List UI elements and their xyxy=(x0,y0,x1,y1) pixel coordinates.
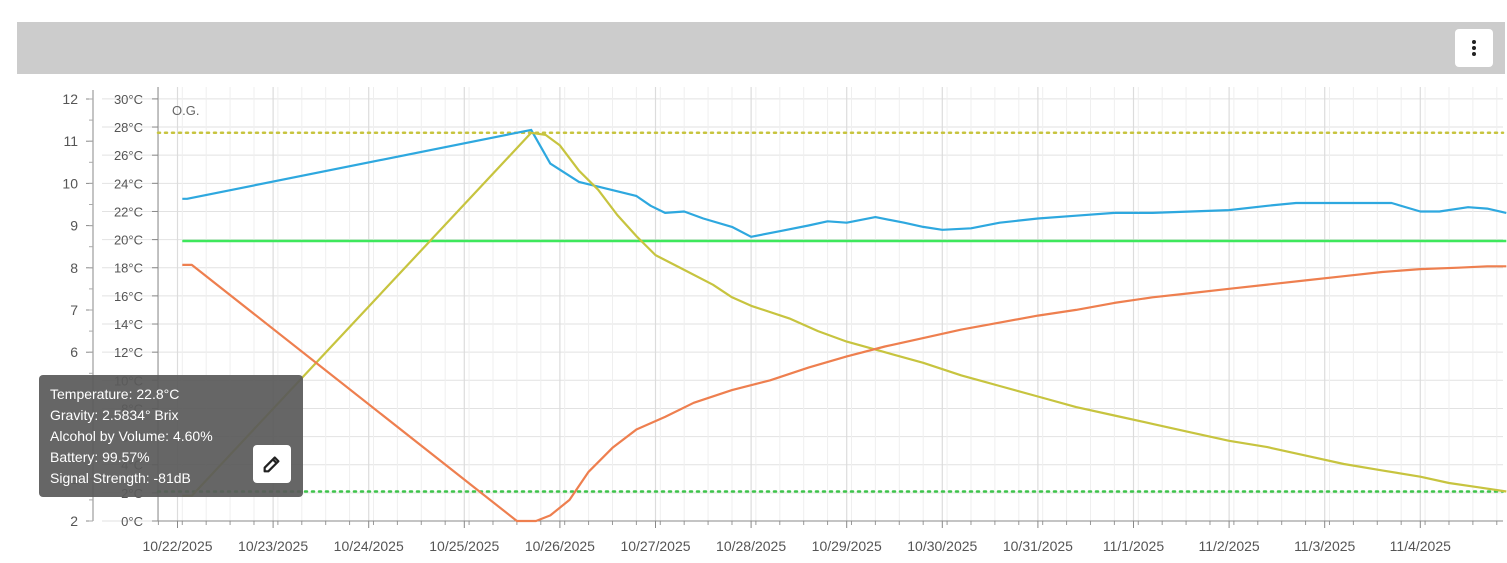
x-tick-label: 10/29/2025 xyxy=(812,538,882,554)
chart-menu-button[interactable] xyxy=(1455,29,1493,67)
tooltip-battery: Battery: 99.57% xyxy=(50,449,150,465)
series-line xyxy=(182,263,1507,523)
x-tick-label: 10/22/2025 xyxy=(142,538,212,554)
annotation-label: O.G. xyxy=(172,103,199,118)
gravity-tick-label: 2 xyxy=(70,513,78,529)
temperature-tick-label: 20°C xyxy=(114,233,143,248)
gravity-tick-label: 8 xyxy=(70,260,78,276)
temperature-tick-label: 30°C xyxy=(114,92,143,107)
gravity-tick-label: 10 xyxy=(62,175,78,191)
edit-pencil-icon xyxy=(263,456,280,473)
tooltip-gravity: Gravity: 2.5834° Brix xyxy=(50,407,179,423)
series-line xyxy=(182,131,1507,497)
x-tick-label: 11/3/2025 xyxy=(1294,538,1355,554)
temperature-tick-label: 26°C xyxy=(114,148,143,163)
edit-reading-button[interactable] xyxy=(253,445,291,483)
x-tick-label: 10/27/2025 xyxy=(620,538,690,554)
gravity-tick-label: 6 xyxy=(70,344,78,360)
x-tick-label: 11/2/2025 xyxy=(1198,538,1259,554)
temperature-tick-label: 12°C xyxy=(114,345,143,360)
temperature-tick-label: 14°C xyxy=(114,317,143,332)
temperature-tick-label: 18°C xyxy=(114,261,143,276)
gravity-tick-label: 11 xyxy=(63,133,78,149)
vertical-ellipsis-icon xyxy=(1472,40,1476,56)
tooltip-abv: Alcohol by Volume: 4.60% xyxy=(50,428,213,444)
temperature-tick-label: 28°C xyxy=(114,120,143,135)
x-tick-label: 10/26/2025 xyxy=(525,538,595,554)
temperature-tick-label: 24°C xyxy=(114,176,143,191)
temperature-tick-label: 0°C xyxy=(121,514,143,529)
tooltip-temperature: Temperature: 22.8°C xyxy=(50,386,180,402)
series-line xyxy=(182,128,1507,238)
temperature-tick-label: 16°C xyxy=(114,289,143,304)
x-tick-label: 10/31/2025 xyxy=(1003,538,1073,554)
gravity-tick-label: 12 xyxy=(62,91,78,107)
x-tick-label: 10/30/2025 xyxy=(907,538,977,554)
tooltip-signal-strength: Signal Strength: -81dB xyxy=(50,470,191,486)
gravity-tick-label: 9 xyxy=(70,218,78,234)
x-tick-label: 10/28/2025 xyxy=(716,538,786,554)
x-tick-label: 11/4/2025 xyxy=(1390,538,1451,554)
x-tick-label: 10/24/2025 xyxy=(334,538,404,554)
x-tick-label: 10/25/2025 xyxy=(429,538,499,554)
x-tick-label: 11/1/2025 xyxy=(1103,538,1164,554)
temperature-tick-label: 22°C xyxy=(114,204,143,219)
x-tick-label: 10/23/2025 xyxy=(238,538,308,554)
data-point-tooltip: Temperature: 22.8°C Gravity: 2.5834° Bri… xyxy=(39,375,303,497)
gravity-tick-label: 7 xyxy=(70,302,78,318)
chart-header-bar xyxy=(17,22,1505,74)
